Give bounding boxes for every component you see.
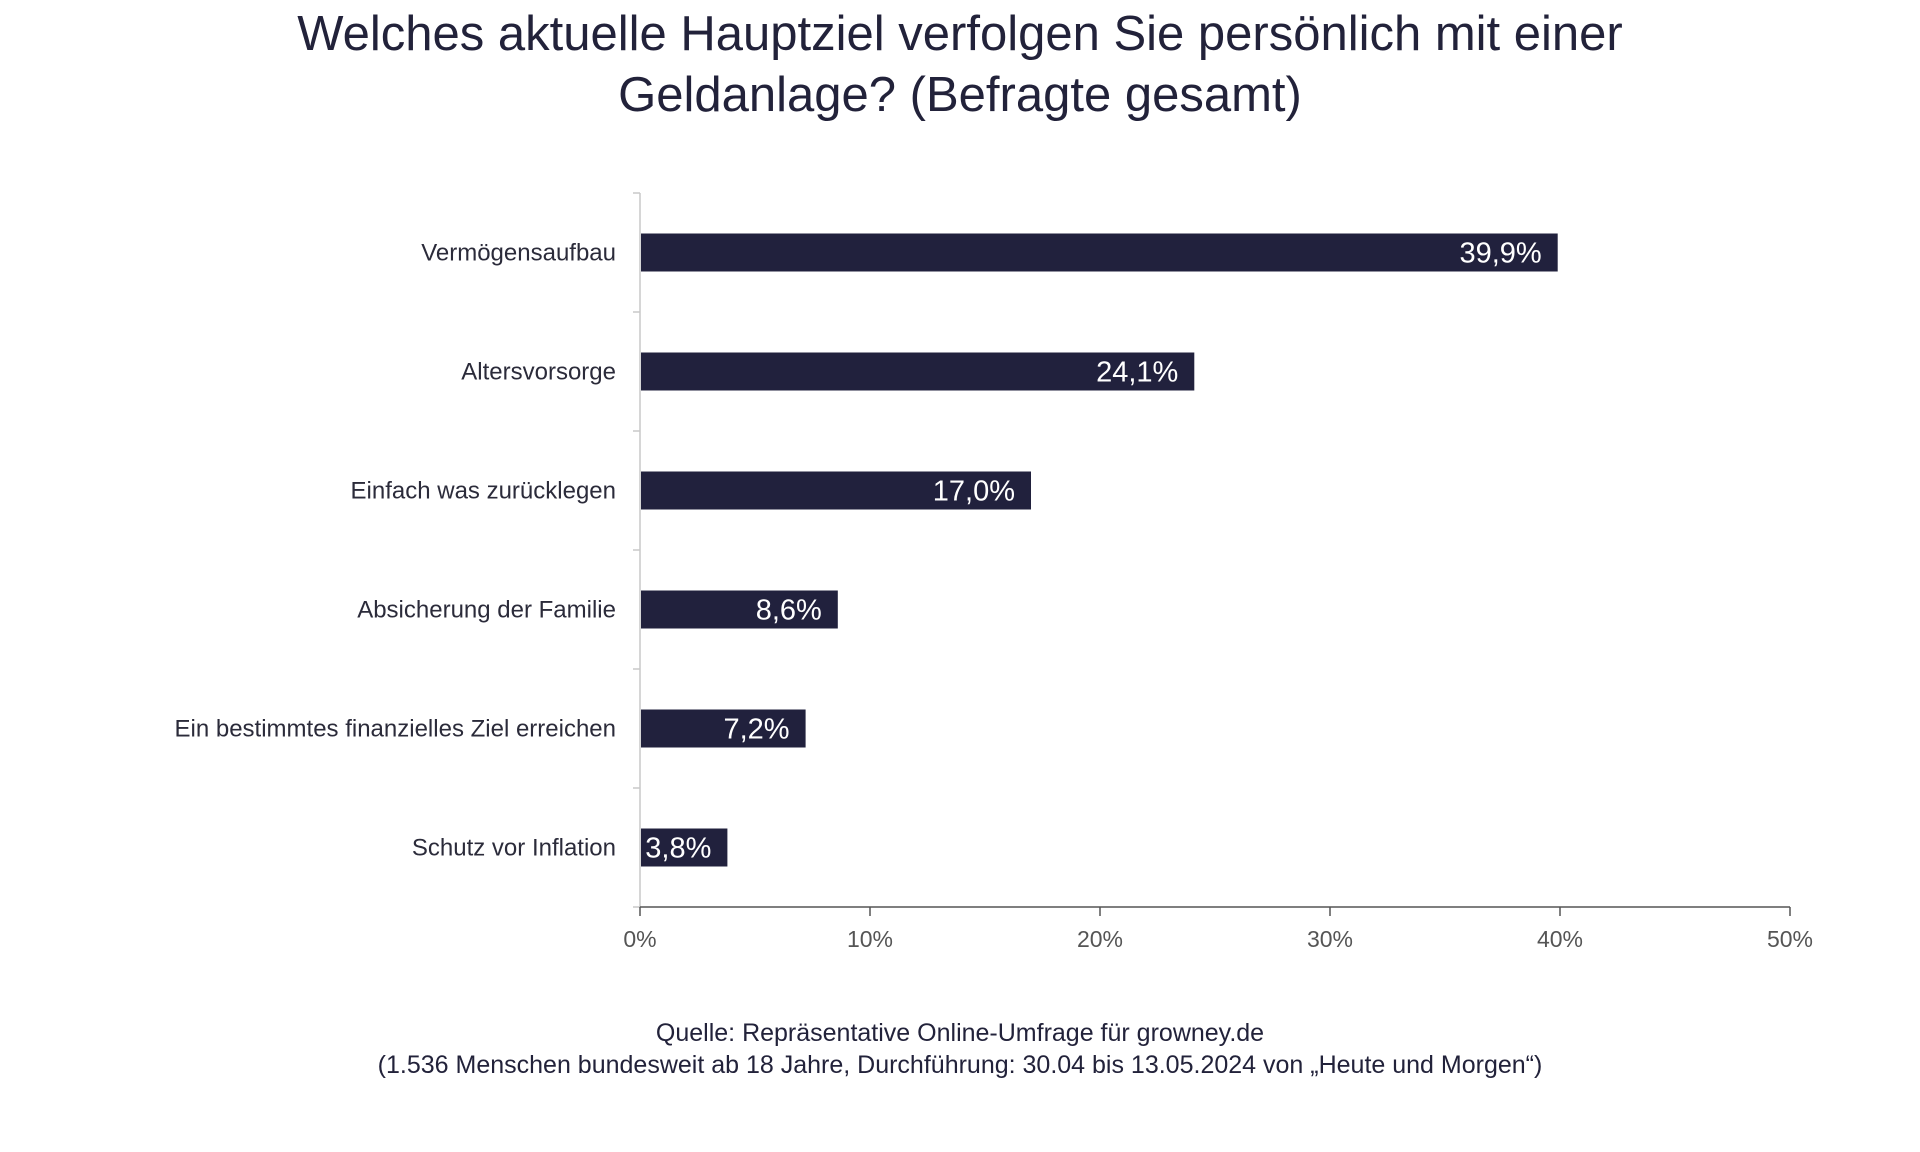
- category-label: Altersvorsorge: [461, 359, 616, 386]
- data-label: 39,9%: [1459, 238, 1541, 270]
- x-tick-label: 30%: [1307, 926, 1353, 952]
- chart-title-line-1: Welches aktuelle Hauptziel verfolgen Sie…: [297, 7, 1623, 61]
- category-label: Ein bestimmtes finanzielles Ziel erreich…: [174, 716, 616, 743]
- x-tick-label: 20%: [1077, 926, 1123, 952]
- source-line-2: (1.536 Menschen bundesweit ab 18 Jahre, …: [377, 1051, 1543, 1079]
- bar: [641, 233, 1558, 272]
- x-tick-label: 0%: [623, 926, 656, 952]
- category-label: Absicherung der Familie: [357, 597, 616, 624]
- category-label: Vermögensaufbau: [421, 240, 616, 267]
- category-label: Einfach was zurücklegen: [351, 478, 616, 505]
- data-label: 17,0%: [933, 476, 1015, 508]
- bar: [641, 828, 728, 867]
- source-note: Quelle: Repräsentative Online-Umfrage fü…: [0, 1017, 1920, 1081]
- bar: [641, 352, 1195, 391]
- data-label: 3,8%: [645, 833, 711, 865]
- chart-title: Welches aktuelle Hauptziel verfolgen Sie…: [0, 4, 1920, 126]
- data-label: 8,6%: [756, 595, 822, 627]
- data-label: 7,2%: [723, 714, 789, 746]
- data-label: 24,1%: [1096, 357, 1178, 389]
- bar: [641, 709, 806, 748]
- chart-title-line-2: Geldanlage? (Befragte gesamt): [618, 68, 1302, 122]
- x-tick-label: 40%: [1537, 926, 1583, 952]
- category-label: Schutz vor Inflation: [412, 835, 616, 862]
- x-tick-label: 50%: [1767, 926, 1813, 952]
- bar: [641, 471, 1031, 510]
- source-line-1: Quelle: Repräsentative Online-Umfrage fü…: [655, 1019, 1265, 1047]
- bar: [641, 590, 838, 629]
- x-tick-label: 10%: [847, 926, 893, 952]
